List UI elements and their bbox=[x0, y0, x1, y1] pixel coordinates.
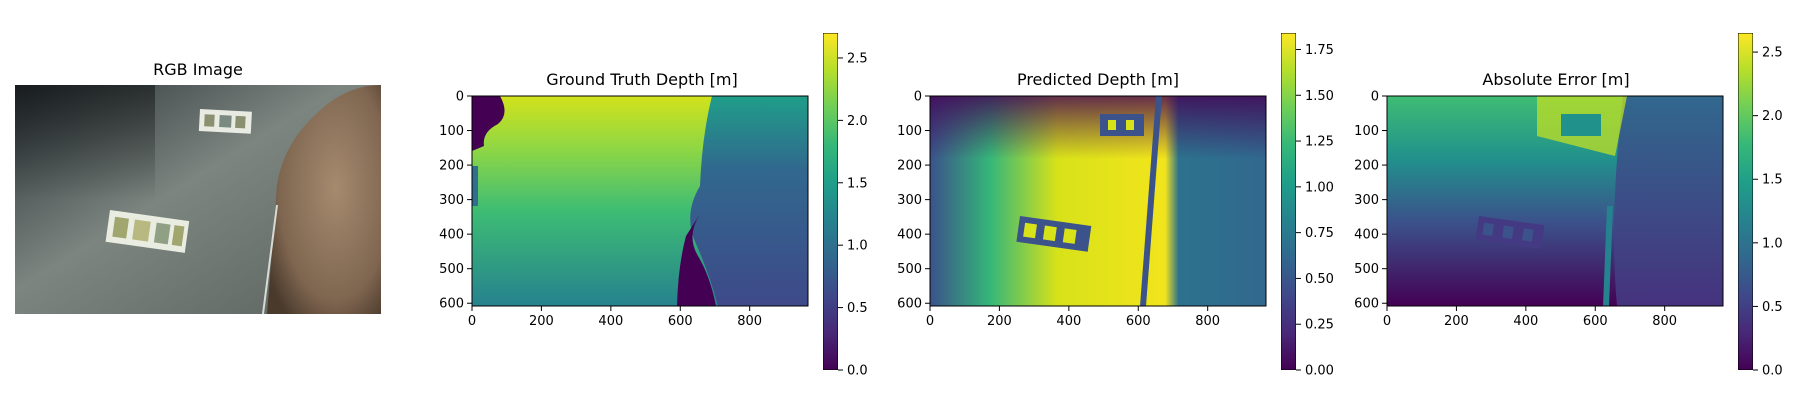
colorbar-tick-label: 0.00 bbox=[1305, 364, 1334, 379]
absolute-error-heatmap bbox=[1387, 96, 1723, 306]
x-tick-label: 0 bbox=[468, 314, 476, 329]
y-tick-label: 400 bbox=[439, 228, 464, 243]
x-tick-label: 600 bbox=[1126, 314, 1151, 329]
x-tick-label: 600 bbox=[668, 314, 693, 329]
y-tick-label: 200 bbox=[439, 159, 464, 174]
y-tick-label: 0 bbox=[456, 90, 464, 105]
colorbar-tick-label: 2.5 bbox=[847, 51, 868, 66]
colorbar-tick-label: 2.5 bbox=[1762, 46, 1783, 61]
y-tick-label: 500 bbox=[439, 262, 464, 277]
y-tick-label: 300 bbox=[439, 193, 464, 208]
absolute-error-colorbar bbox=[1738, 33, 1753, 370]
x-tick-label: 0 bbox=[1383, 314, 1391, 329]
colorbar-tick-label: 1.00 bbox=[1305, 180, 1334, 195]
predicted-depth-title: Predicted Depth [m] bbox=[1016, 70, 1180, 89]
colorbar-tick-label: 1.75 bbox=[1305, 43, 1334, 58]
colorbar-tick-label: 1.25 bbox=[1305, 135, 1334, 150]
colorbar-tick-label: 0.5 bbox=[847, 301, 868, 316]
y-tick-label: 600 bbox=[897, 297, 922, 312]
colorbar-tick-label: 1.5 bbox=[847, 176, 868, 191]
predicted-depth-colorbar bbox=[1281, 33, 1296, 370]
rgb-image-title: RGB Image bbox=[153, 60, 243, 79]
y-tick-label: 100 bbox=[1354, 124, 1379, 139]
plot-frame bbox=[1386, 95, 1724, 307]
ground-truth-heatmap bbox=[472, 96, 808, 306]
colorbar-tick-label: 0.5 bbox=[1762, 300, 1783, 315]
x-tick-label: 600 bbox=[1583, 314, 1608, 329]
y-tick-label: 500 bbox=[1354, 262, 1379, 277]
ground-truth-title: Ground Truth Depth [m] bbox=[546, 70, 738, 89]
colorbar-tick-label: 2.0 bbox=[847, 114, 868, 129]
y-tick-label: 0 bbox=[1371, 90, 1379, 105]
y-tick-label: 500 bbox=[897, 262, 922, 277]
ground-truth-colorbar bbox=[823, 33, 838, 370]
plot-frame bbox=[471, 95, 809, 307]
colorbar-tick-label: 2.0 bbox=[1762, 109, 1783, 124]
y-tick-label: 300 bbox=[897, 193, 922, 208]
x-tick-label: 0 bbox=[926, 314, 934, 329]
y-tick-label: 100 bbox=[439, 124, 464, 139]
y-tick-label: 100 bbox=[897, 124, 922, 139]
predicted-depth-heatmap bbox=[930, 96, 1266, 306]
rgb-image bbox=[15, 85, 381, 314]
colorbar-tick-label: 0.25 bbox=[1305, 318, 1334, 333]
y-tick-label: 400 bbox=[1354, 228, 1379, 243]
y-tick-label: 200 bbox=[897, 159, 922, 174]
colorbar-tick-label: 0.75 bbox=[1305, 226, 1334, 241]
x-tick-label: 800 bbox=[737, 314, 762, 329]
colorbar-tick-label: 0.0 bbox=[1762, 364, 1783, 379]
plot-frame bbox=[929, 95, 1267, 307]
x-tick-label: 200 bbox=[987, 314, 1012, 329]
x-tick-label: 400 bbox=[1513, 314, 1538, 329]
x-tick-label: 800 bbox=[1195, 314, 1220, 329]
y-tick-label: 600 bbox=[439, 297, 464, 312]
x-tick-label: 400 bbox=[1056, 314, 1081, 329]
absolute-error-title: Absolute Error [m] bbox=[1482, 70, 1630, 89]
y-tick-label: 0 bbox=[914, 90, 922, 105]
x-tick-label: 200 bbox=[529, 314, 554, 329]
y-tick-label: 300 bbox=[1354, 193, 1379, 208]
colorbar-tick-label: 1.5 bbox=[1762, 173, 1783, 188]
x-tick-label: 400 bbox=[598, 314, 623, 329]
colorbar-tick-label: 1.50 bbox=[1305, 89, 1334, 104]
x-tick-label: 800 bbox=[1652, 314, 1677, 329]
x-tick-label: 200 bbox=[1444, 314, 1469, 329]
y-tick-label: 600 bbox=[1354, 297, 1379, 312]
colorbar-tick-label: 1.0 bbox=[847, 239, 868, 254]
y-tick-label: 200 bbox=[1354, 159, 1379, 174]
colorbar-tick-label: 0.0 bbox=[847, 364, 868, 379]
y-tick-label: 400 bbox=[897, 228, 922, 243]
colorbar-tick-label: 0.50 bbox=[1305, 272, 1334, 287]
colorbar-tick-label: 1.0 bbox=[1762, 236, 1783, 251]
